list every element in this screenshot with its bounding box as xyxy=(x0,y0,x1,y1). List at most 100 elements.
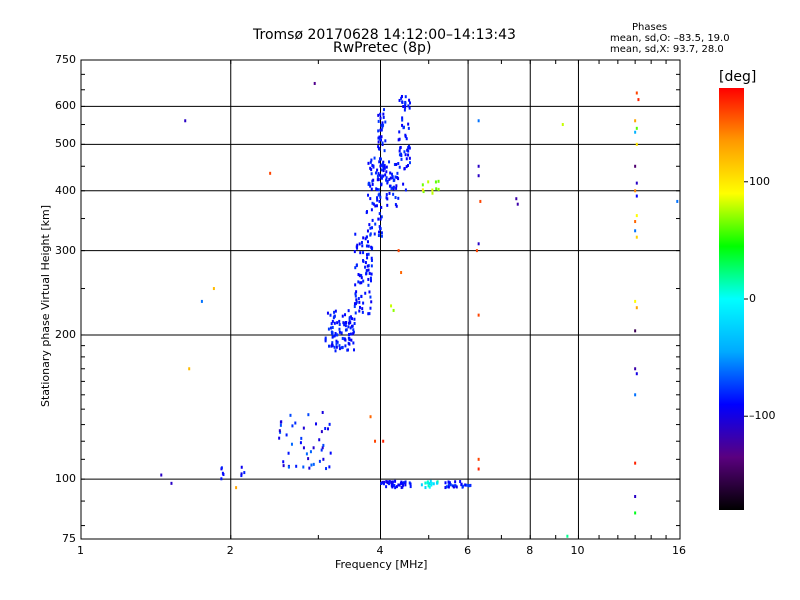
data-point xyxy=(398,98,401,102)
data-point xyxy=(361,307,364,311)
data-point xyxy=(380,231,383,235)
data-point xyxy=(434,180,437,184)
data-point xyxy=(326,427,329,431)
data-point xyxy=(362,301,365,305)
data-point xyxy=(400,271,403,275)
data-point xyxy=(437,179,440,183)
data-point xyxy=(676,199,679,203)
data-point xyxy=(366,253,369,257)
data-point xyxy=(371,226,374,230)
data-point xyxy=(220,466,223,470)
y-axis-label: Stationary phase Virtual Height [km] xyxy=(39,204,52,408)
data-point xyxy=(331,325,334,329)
data-point xyxy=(340,331,343,335)
data-point xyxy=(360,240,363,244)
data-point xyxy=(635,372,638,376)
data-point xyxy=(336,321,339,325)
data-point xyxy=(170,481,173,485)
data-point xyxy=(212,287,215,291)
data-point xyxy=(381,480,384,484)
data-point xyxy=(407,144,410,148)
data-point xyxy=(398,165,401,169)
data-point xyxy=(380,176,383,180)
data-point xyxy=(370,168,373,172)
data-point xyxy=(378,137,381,141)
data-point xyxy=(452,485,455,489)
data-point xyxy=(477,457,480,461)
data-point xyxy=(376,168,379,172)
data-point xyxy=(381,143,384,147)
data-point xyxy=(344,321,347,325)
data-point xyxy=(400,154,403,158)
data-point xyxy=(479,199,482,203)
data-point xyxy=(420,483,423,487)
data-point xyxy=(362,251,365,255)
data-point xyxy=(370,245,373,249)
data-point xyxy=(354,292,357,296)
data-point xyxy=(396,171,399,175)
data-point xyxy=(243,471,246,475)
data-point xyxy=(282,460,285,464)
data-point xyxy=(378,199,381,203)
data-point xyxy=(380,135,383,139)
data-point xyxy=(371,201,374,205)
data-point xyxy=(391,485,394,489)
data-point xyxy=(382,112,385,116)
data-point xyxy=(427,180,430,184)
data-point xyxy=(388,480,391,484)
data-point xyxy=(382,164,385,168)
y-tick-label: 100 xyxy=(55,472,76,486)
data-point xyxy=(369,233,372,237)
data-point xyxy=(333,321,336,325)
data-point xyxy=(422,190,425,194)
data-point xyxy=(370,208,373,212)
phase-stats-heading: Phases xyxy=(632,22,668,33)
data-point xyxy=(325,467,328,471)
data-point xyxy=(377,217,380,221)
data-point xyxy=(367,277,370,281)
data-point xyxy=(431,188,434,192)
data-point xyxy=(318,438,321,442)
data-point xyxy=(344,338,347,342)
data-point xyxy=(330,330,333,334)
data-point xyxy=(365,244,368,248)
data-point xyxy=(338,347,341,351)
data-point xyxy=(397,177,400,181)
data-point xyxy=(349,332,352,336)
data-point xyxy=(240,465,243,469)
data-point xyxy=(365,235,368,239)
data-point xyxy=(475,249,478,253)
data-point xyxy=(375,204,378,208)
x-tick-label: 2 xyxy=(226,544,234,557)
data-point xyxy=(445,485,448,489)
data-point xyxy=(307,457,310,461)
data-point xyxy=(377,193,380,197)
data-point xyxy=(477,164,480,168)
data-point xyxy=(383,149,386,153)
data-point xyxy=(404,480,407,484)
data-point xyxy=(385,165,388,169)
data-point xyxy=(403,167,406,171)
data-point xyxy=(327,327,330,331)
data-point xyxy=(379,138,382,142)
data-point xyxy=(430,481,433,485)
data-point xyxy=(394,175,397,179)
data-point xyxy=(310,463,313,467)
data-point xyxy=(407,149,410,153)
data-point xyxy=(392,192,395,196)
data-point xyxy=(313,81,316,85)
data-point xyxy=(403,150,406,154)
data-point xyxy=(634,367,637,371)
data-point xyxy=(269,171,272,175)
data-point xyxy=(408,161,411,165)
data-point xyxy=(464,483,467,487)
data-point xyxy=(406,163,409,167)
data-point xyxy=(308,466,311,470)
data-point xyxy=(359,281,362,285)
data-point xyxy=(399,145,402,149)
data-point xyxy=(634,461,637,465)
data-point xyxy=(435,481,438,485)
data-point xyxy=(377,129,380,133)
data-point xyxy=(355,290,358,294)
data-point xyxy=(349,321,352,325)
